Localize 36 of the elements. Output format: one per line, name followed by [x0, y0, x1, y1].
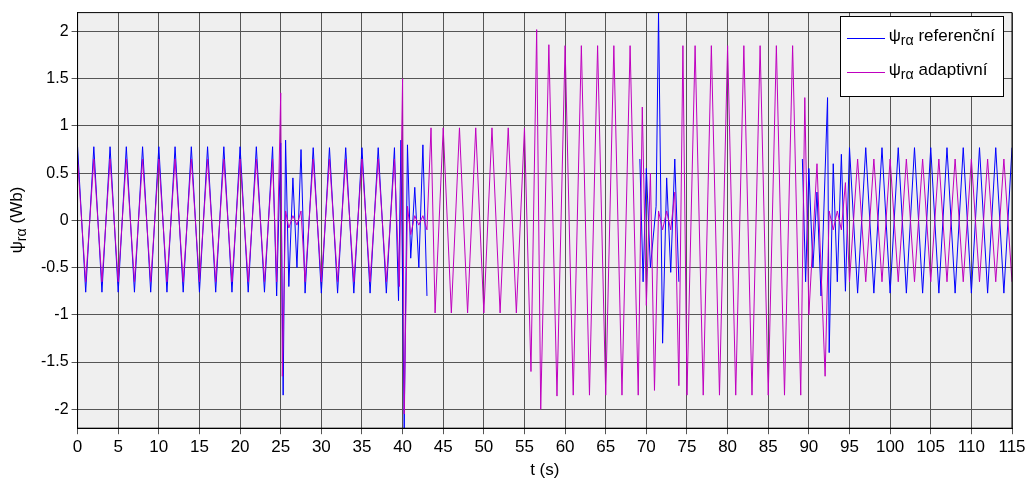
x-tick-label: 85 [758, 437, 778, 457]
x-tick-label: 115 [998, 437, 1026, 457]
y-tick-label: -1 [54, 305, 69, 323]
x-tick-label: 20 [230, 437, 250, 457]
x-tick-label: 110 [957, 437, 985, 457]
y-tick-label: 1.5 [46, 69, 69, 87]
x-tick-label: 10 [149, 437, 169, 457]
x-tick-label: 50 [474, 437, 494, 457]
y-tick-label: -2 [54, 399, 69, 417]
x-tick-label: 60 [555, 437, 575, 457]
legend-label: ψ$_{rα}$ adaptivní [888, 59, 988, 85]
x-tick-label: 90 [799, 437, 819, 457]
x-tick-label: 40 [393, 437, 413, 457]
x-tick-label: 45 [433, 437, 453, 457]
x-tick-label: 0 [72, 437, 83, 457]
x-tick-label: 100 [875, 437, 905, 457]
x-tick-label: 80 [718, 437, 738, 457]
x-tick-label: 70 [636, 437, 656, 457]
x-axis-title: t (s) [530, 460, 560, 480]
x-tick-label: 105 [916, 437, 945, 457]
x-tick-label: 15 [189, 437, 209, 457]
y-tick-label: 1 [59, 116, 69, 134]
x-tick-label: 75 [677, 437, 697, 457]
x-tick-label: 95 [840, 437, 859, 457]
legend-label: ψ$_{rα}$ referenční [888, 25, 995, 51]
y-tick-label: -0.5 [40, 258, 69, 276]
x-tick-label: 55 [515, 437, 534, 457]
x-tick-label: 25 [271, 437, 291, 457]
x-tick-label: 5 [113, 437, 123, 457]
x-tick-label: 65 [596, 437, 616, 457]
y-tick-label: 0 [59, 210, 69, 228]
y-tick-label: 2 [59, 21, 69, 39]
x-tick-label: 35 [352, 437, 372, 457]
y-tick-label: -1.5 [40, 352, 69, 370]
y-tick-label: 0.5 [46, 163, 69, 181]
x-tick-label: 30 [311, 437, 331, 457]
